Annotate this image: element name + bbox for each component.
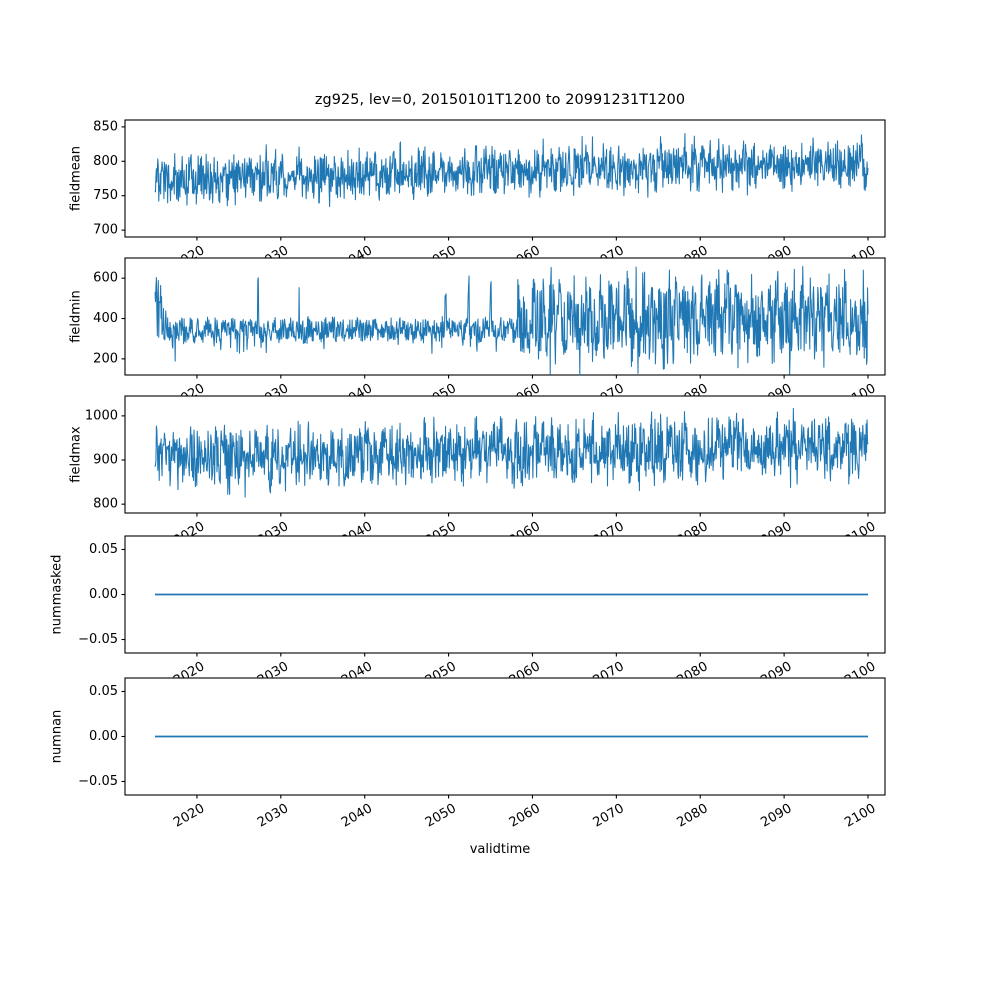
data-series-fieldmin	[154, 265, 869, 376]
y-tick-label-fieldmin: 200	[93, 351, 118, 366]
y-tick-label-fieldmax: 900	[93, 453, 118, 468]
y-tick-label-fieldmean: 800	[93, 154, 118, 169]
x-tick-label: 2020	[171, 801, 207, 831]
y-axis-label-fieldmin: fieldmin	[69, 290, 84, 343]
x-tick-label: 2030	[255, 801, 291, 831]
y-tick-label-numnan: 0.05	[89, 684, 118, 699]
y-axis-label-numnan: numnan	[50, 710, 65, 764]
y-tick-label-fieldmax: 1000	[85, 408, 118, 423]
y-tick-label-fieldmean: 700	[93, 223, 118, 238]
y-tick-label-nummasked: 0.05	[89, 542, 118, 557]
y-tick-label-nummasked: −0.05	[78, 632, 118, 647]
x-axis-label: validtime	[469, 842, 531, 857]
x-tick-label: 2050	[423, 801, 459, 831]
x-tick-label: 2040	[339, 801, 375, 831]
figure-title: zg925, lev=0, 20150101T1200 to 20991231T…	[314, 92, 686, 108]
subplot-fieldmean: 700750800850fieldmean2020203020402050206…	[69, 119, 886, 273]
y-tick-label-numnan: 0.00	[89, 729, 118, 744]
x-tick-label: 2070	[591, 801, 627, 831]
y-axis-label-fieldmean: fieldmean	[69, 146, 84, 211]
y-tick-label-fieldmin: 400	[93, 311, 118, 326]
y-tick-label-fieldmax: 800	[93, 497, 118, 512]
x-tick-label: 2090	[758, 801, 794, 831]
y-tick-label-nummasked: 0.00	[89, 587, 118, 602]
x-tick-label: 2100	[842, 801, 878, 831]
x-tick-label: 2080	[674, 801, 710, 831]
y-axis-label-fieldmax: fieldmax	[69, 426, 84, 483]
y-axis-label-nummasked: nummasked	[50, 555, 65, 635]
y-tick-label-numnan: −0.05	[78, 774, 118, 789]
subplot-numnan: −0.05 0.00 0.05 numnan 2020 2030 2040 2050 2060 2…	[50, 677, 886, 831]
x-tick-label: 2060	[507, 801, 543, 831]
data-series-fieldmean	[154, 132, 869, 208]
y-tick-label-fieldmean: 750	[93, 188, 118, 203]
y-tick-label-fieldmin: 600	[93, 271, 118, 286]
y-tick-label-fieldmean: 850	[93, 119, 118, 134]
subplot-fieldmin: 200400600fieldmin20202030204020502060207…	[69, 257, 886, 411]
data-series-fieldmax	[154, 407, 869, 498]
